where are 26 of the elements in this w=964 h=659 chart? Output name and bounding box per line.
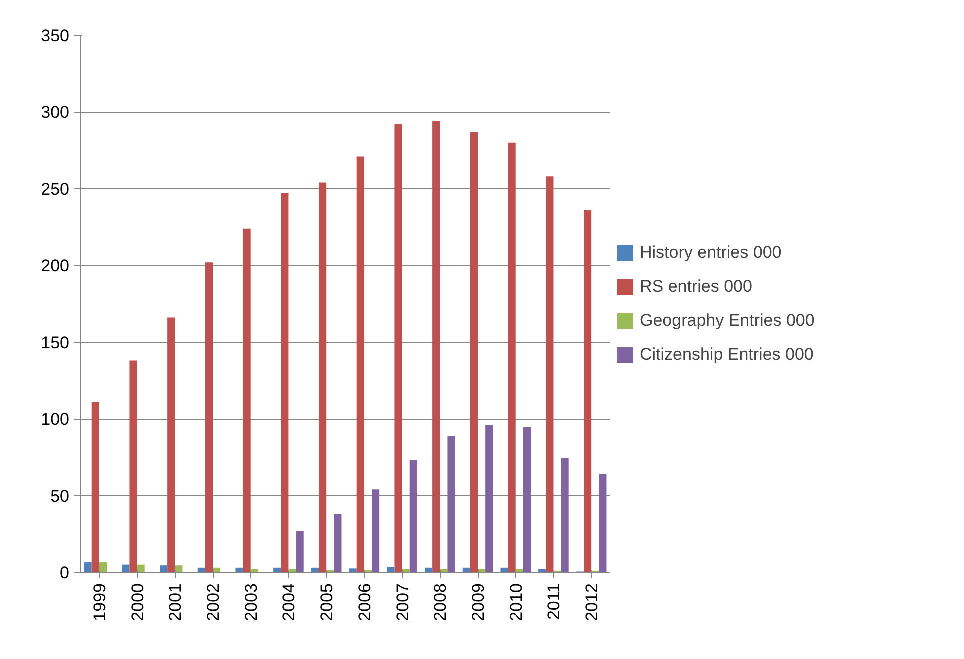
y-tick-label: 250 [41,180,70,199]
y-tick-label: 150 [41,333,70,352]
x-tick-label: 1999 [90,583,110,622]
legend-label: RS entries 000 [640,276,752,296]
x-tick-label: 2001 [166,583,186,622]
x-tick-label: 2012 [582,583,602,622]
y-tick-label: 100 [41,410,70,430]
y-tick-label: 300 [41,103,70,122]
x-tick-label: 2007 [393,583,412,622]
x-tick-label: 2006 [355,583,374,622]
legend-label: History entries 000 [640,242,782,262]
x-tick-label: 2009 [469,583,488,622]
x-tick-label: 2004 [280,583,299,622]
x-tick-label: 2002 [204,583,223,622]
y-tick-label: 50 [50,486,70,506]
legend-label: Citizenship Entries 000 [640,344,814,364]
y-tick-label: 350 [41,26,70,46]
y-tick-label: 0 [60,564,70,582]
x-tick-label: 2008 [431,583,450,622]
x-tick-label: 2005 [318,583,337,622]
legend-label: Geography Entries 000 [640,310,815,330]
y-tick-label: 200 [41,256,70,276]
x-tick-label: 2010 [506,583,526,622]
x-tick-label: 2003 [242,583,261,622]
x-tick-label: 2011 [544,583,564,620]
x-tick-label: 2000 [128,583,148,622]
